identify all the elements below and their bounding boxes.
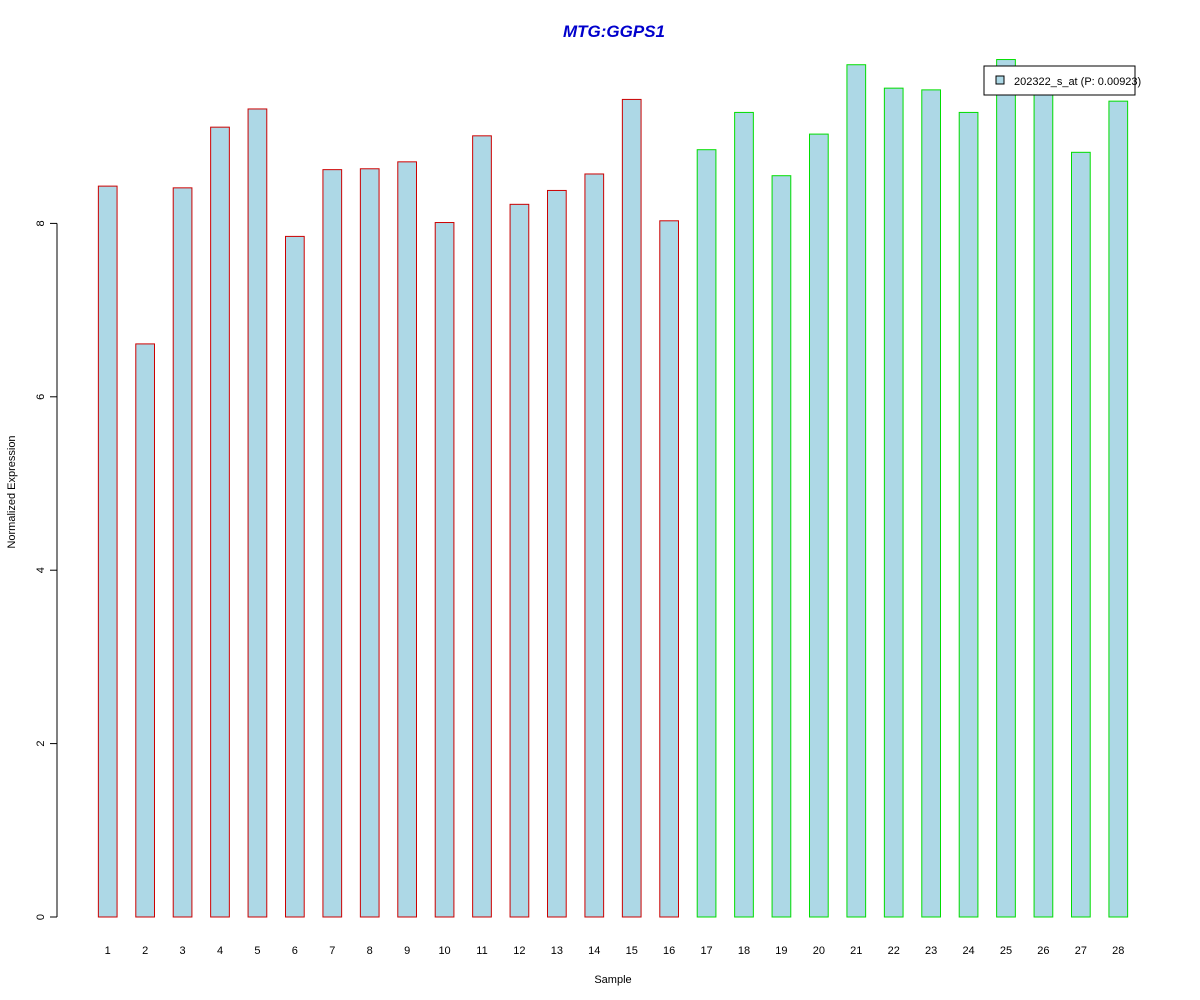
- bar-sample-5: [247, 108, 268, 918]
- legend-entry: 202322_s_at (P: 0.00923): [1014, 76, 1141, 88]
- bar-sample-1: [97, 185, 118, 918]
- x-tick-label: 11: [476, 945, 487, 957]
- bar-sample-13: [547, 189, 567, 918]
- bar-sample-9: [397, 161, 418, 918]
- bar-sample-10: [434, 222, 455, 918]
- bar-sample-2: [135, 343, 155, 918]
- x-tick-label: 13: [551, 945, 563, 957]
- bar-sample-12: [509, 203, 530, 918]
- x-tick-label: 22: [888, 945, 900, 957]
- bars: [97, 59, 1129, 918]
- x-tick-label: 8: [367, 945, 373, 957]
- chart-title: MTG:GGPS1: [563, 22, 665, 41]
- y-tick-label: 2: [35, 741, 47, 747]
- bar-sample-3: [172, 187, 193, 918]
- x-tick-label: 21: [850, 945, 862, 957]
- legend-box: [983, 65, 1136, 96]
- x-tick-label: 25: [1000, 945, 1012, 957]
- bar-sample-21: [846, 64, 867, 918]
- legend: 202322_s_at (P: 0.00923): [983, 65, 1141, 96]
- y-tick-label: 4: [35, 567, 47, 573]
- bar-sample-18: [734, 111, 754, 918]
- bar-sample-8: [359, 168, 380, 918]
- x-tick-label: 15: [626, 945, 638, 957]
- x-tick-label: 23: [925, 945, 937, 957]
- x-tick-label: 2: [142, 945, 148, 957]
- y-tick-label: 0: [35, 914, 47, 920]
- bar-sample-6: [285, 235, 305, 918]
- y-axis-label: Normalized Expression: [6, 435, 18, 548]
- x-tick-label: 27: [1075, 945, 1087, 957]
- bar-sample-16: [659, 220, 679, 918]
- bar-sample-11: [472, 135, 492, 918]
- bar-sample-14: [584, 173, 605, 918]
- x-tick-labels: 1 2 3 4 5 6 7 8 9 10 11 12 13 14 15 16 17 18 19 20 21 22 23 24 2…: [105, 945, 1125, 957]
- bar-sample-17: [696, 149, 717, 918]
- bar-sample-15: [621, 98, 642, 918]
- x-tick-label: 17: [700, 945, 712, 957]
- bar-sample-23: [921, 89, 941, 918]
- legend-swatch: [995, 75, 1005, 85]
- x-tick-label: 16: [663, 945, 675, 957]
- x-tick-label: 10: [438, 945, 450, 957]
- bar-sample-28: [1108, 100, 1129, 918]
- y-tick-label: 6: [35, 394, 47, 400]
- x-tick-label: 1: [105, 945, 111, 957]
- x-tick-label: 20: [813, 945, 825, 957]
- x-tick-label: 6: [292, 945, 298, 957]
- x-tick-label: 3: [180, 945, 186, 957]
- x-tick-label: 12: [513, 945, 525, 957]
- y-tick-label: 8: [35, 220, 47, 226]
- x-tick-label: 5: [254, 945, 260, 957]
- bar-sample-26: [1033, 85, 1054, 918]
- x-tick-label: 28: [1112, 945, 1124, 957]
- x-tick-label: 19: [775, 945, 787, 957]
- x-axis-label: Sample: [594, 974, 631, 986]
- x-tick-label: 26: [1037, 945, 1049, 957]
- bar-sample-25: [996, 59, 1016, 918]
- x-tick-label: 18: [738, 945, 750, 957]
- x-tick-label: 14: [588, 945, 600, 957]
- bar-sample-4: [210, 126, 230, 918]
- y-axis: 0 2 4 6 8: [35, 220, 58, 920]
- bar-sample-24: [958, 111, 979, 918]
- bar-sample-22: [883, 87, 904, 918]
- x-tick-label: 7: [329, 945, 335, 957]
- bar-sample-19: [771, 175, 792, 918]
- bar-sample-20: [809, 133, 829, 918]
- bar-sample-7: [322, 169, 343, 918]
- x-tick-label: 24: [962, 945, 974, 957]
- x-tick-label: 4: [217, 945, 223, 957]
- x-tick-label: 9: [404, 945, 410, 957]
- bar-sample-27: [1071, 151, 1091, 918]
